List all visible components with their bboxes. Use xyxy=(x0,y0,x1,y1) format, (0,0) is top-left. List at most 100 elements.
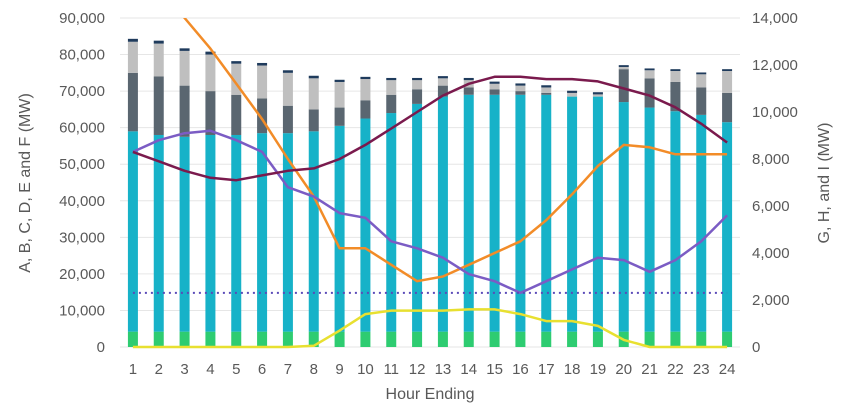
bar-segment xyxy=(386,80,397,95)
bar-segment xyxy=(153,40,164,44)
bar-segment xyxy=(696,72,707,75)
x-tick-label: 8 xyxy=(310,361,318,378)
bar-segment xyxy=(567,331,578,347)
bar-segment xyxy=(282,70,293,73)
bar-segment xyxy=(386,94,397,114)
bar-segment xyxy=(360,76,371,80)
bar-segment xyxy=(437,85,448,97)
bar-segment xyxy=(515,94,526,332)
bar-segment xyxy=(567,90,578,93)
right-tick-label: 10,000 xyxy=(752,104,798,121)
bar-segment xyxy=(592,96,603,332)
x-tick-label: 14 xyxy=(460,361,477,378)
right-tick-label: 8,000 xyxy=(752,151,790,168)
bar-segment xyxy=(179,331,190,347)
bar-segment xyxy=(308,331,319,347)
left-tick-label: 90,000 xyxy=(59,10,105,27)
bar-segment xyxy=(670,331,681,347)
bar-segment xyxy=(592,92,603,95)
bar-segment xyxy=(179,48,190,51)
bar-segment xyxy=(231,61,242,64)
bar-segment xyxy=(360,100,371,119)
bar-segment xyxy=(489,94,500,332)
bar-segment xyxy=(541,94,552,332)
bar-segment xyxy=(205,134,216,332)
bar-segment xyxy=(567,92,578,97)
bar-segment xyxy=(489,89,500,95)
bar-segment xyxy=(308,78,319,110)
bar-segment xyxy=(437,76,448,79)
bar-segment xyxy=(722,71,733,93)
bar-segment xyxy=(515,331,526,347)
right-tick-label: 0 xyxy=(752,339,760,356)
bar-segment xyxy=(412,103,423,332)
bar-segment xyxy=(282,331,293,347)
right-tick-label: 12,000 xyxy=(752,57,798,74)
bar-segment xyxy=(644,107,655,332)
bar-segment xyxy=(334,107,345,126)
bar-segment xyxy=(541,331,552,347)
bar-segment xyxy=(696,87,707,115)
bar-segment xyxy=(412,77,423,81)
bar-segment xyxy=(722,92,733,123)
right-tick-label: 4,000 xyxy=(752,245,790,262)
x-tick-label: 1 xyxy=(129,361,137,378)
left-tick-label: 40,000 xyxy=(59,193,105,210)
bar-segment xyxy=(334,79,345,82)
x-tick-label: 16 xyxy=(512,361,529,378)
bar-segment xyxy=(515,83,526,86)
bar-segment xyxy=(360,79,371,101)
right-tick-label: 2,000 xyxy=(752,292,790,309)
left-tick-label: 80,000 xyxy=(59,47,105,64)
bar-segment xyxy=(644,70,655,79)
left-tick-label: 20,000 xyxy=(59,266,105,283)
x-tick-label: 5 xyxy=(232,361,240,378)
x-tick-label: 24 xyxy=(719,361,736,378)
x-axis-title: Hour Ending xyxy=(386,386,475,403)
bar-segment xyxy=(463,94,474,332)
bar-segment xyxy=(670,81,681,112)
left-tick-label: 30,000 xyxy=(59,229,105,246)
x-tick-label: 13 xyxy=(435,361,452,378)
bar-segment xyxy=(644,68,655,71)
x-tick-label: 19 xyxy=(590,361,607,378)
right-axis-title: G, H, and I (MW) xyxy=(816,123,833,244)
bar-segment xyxy=(257,331,268,347)
bar-segment xyxy=(231,134,242,332)
right-tick-label: 14,000 xyxy=(752,10,798,27)
bar-segment xyxy=(334,81,345,108)
x-tick-label: 21 xyxy=(641,361,658,378)
bar-segment xyxy=(696,114,707,332)
x-tick-label: 18 xyxy=(564,361,581,378)
x-tick-label: 15 xyxy=(486,361,503,378)
bar-segment xyxy=(437,96,448,332)
bar-segment xyxy=(696,331,707,347)
x-tick-label: 17 xyxy=(538,361,555,378)
bar-segment xyxy=(644,78,655,108)
bar-segment xyxy=(670,71,681,82)
bar-segment xyxy=(541,85,552,88)
bar-segment xyxy=(205,51,216,55)
x-tick-label: 11 xyxy=(383,361,399,378)
bar-segment xyxy=(179,136,190,332)
bar-segment xyxy=(437,78,448,86)
bar-segment xyxy=(722,69,733,72)
bar-segment xyxy=(592,94,603,97)
bar-segment xyxy=(205,331,216,347)
bar-segment xyxy=(489,81,500,84)
x-tick-label: 23 xyxy=(693,361,710,378)
bar-segment xyxy=(257,62,268,66)
right-tick-label: 6,000 xyxy=(752,198,790,215)
left-tick-label: 70,000 xyxy=(59,83,105,100)
bar-segment xyxy=(179,50,190,86)
bar-segment xyxy=(722,122,733,332)
x-tick-label: 22 xyxy=(667,361,684,378)
left-tick-label: 60,000 xyxy=(59,120,105,137)
stacked-bars xyxy=(127,38,733,347)
bar-segment xyxy=(127,41,138,73)
bar-segment xyxy=(696,74,707,88)
bar-segment xyxy=(618,66,629,70)
left-tick-label: 50,000 xyxy=(59,156,105,173)
bar-segment xyxy=(412,80,423,90)
bar-segment xyxy=(231,63,242,95)
